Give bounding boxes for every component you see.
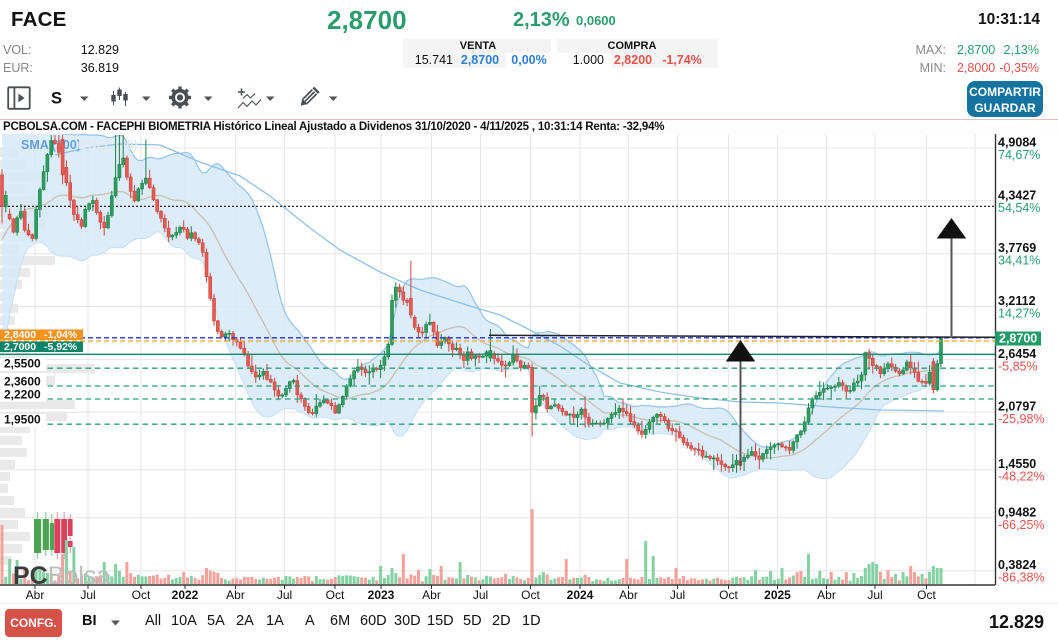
svg-text:Abr: Abr: [817, 588, 836, 602]
svg-text:Abr: Abr: [26, 588, 45, 602]
svg-text:Jul: Jul: [473, 588, 488, 602]
svg-text:-5,92%: -5,92%: [44, 341, 78, 353]
svg-text:S: S: [51, 90, 62, 108]
svg-text:Abr: Abr: [619, 588, 638, 602]
svg-text:Abr: Abr: [422, 588, 441, 602]
svg-text:2,6454: 2,6454: [998, 347, 1036, 361]
svg-text:Jul: Jul: [867, 588, 882, 602]
svg-text:Oct: Oct: [521, 588, 540, 602]
svg-text:3,7769: 3,7769: [998, 241, 1036, 255]
svg-text:Oct: Oct: [326, 588, 345, 602]
svg-text:2,3600: 2,3600: [4, 375, 41, 389]
svg-text:2023: 2023: [368, 588, 395, 602]
svg-text:BOLL (20): BOLL (20): [78, 138, 138, 152]
svg-text:Oct: Oct: [132, 588, 151, 602]
svg-text:-48,22%: -48,22%: [998, 470, 1045, 484]
svg-text:Jul: Jul: [80, 588, 95, 602]
svg-text:1,9500: 1,9500: [4, 413, 41, 427]
svg-text:2,7000: 2,7000: [4, 341, 36, 353]
svg-text:2024: 2024: [567, 588, 594, 602]
svg-text:2,8700: 2,8700: [999, 332, 1037, 346]
svg-text:2,8400: 2,8400: [4, 329, 36, 341]
svg-text:4,9084: 4,9084: [998, 136, 1036, 150]
svg-text:-66,25%: -66,25%: [998, 518, 1045, 532]
svg-text:74,67%: 74,67%: [998, 148, 1040, 162]
svg-text:2,0797: 2,0797: [998, 400, 1036, 414]
svg-text:-5,85%: -5,85%: [998, 359, 1038, 373]
svg-text:2025: 2025: [764, 588, 791, 602]
svg-text:2,2200: 2,2200: [4, 388, 41, 402]
svg-text:34,41%: 34,41%: [998, 254, 1040, 268]
svg-text:Jul: Jul: [277, 588, 292, 602]
svg-text:-86,38%: -86,38%: [998, 571, 1045, 585]
svg-text:-25,98%: -25,98%: [998, 412, 1045, 426]
svg-text:0,9482: 0,9482: [998, 505, 1036, 519]
svg-text:Jul: Jul: [670, 588, 685, 602]
svg-text:4,3427: 4,3427: [998, 188, 1036, 202]
svg-text:Oct: Oct: [917, 588, 936, 602]
svg-text:3,2112: 3,2112: [998, 294, 1036, 308]
svg-text:-1,04%: -1,04%: [44, 329, 78, 341]
svg-text:2,5500: 2,5500: [4, 357, 41, 371]
svg-text:14,27%: 14,27%: [998, 307, 1040, 321]
svg-text:2022: 2022: [172, 588, 199, 602]
svg-text:Abr: Abr: [226, 588, 245, 602]
svg-text:0,3824: 0,3824: [998, 558, 1036, 572]
svg-text:Oct: Oct: [719, 588, 738, 602]
svg-text:1,4550: 1,4550: [998, 457, 1036, 471]
svg-text:54,54%: 54,54%: [998, 201, 1040, 215]
